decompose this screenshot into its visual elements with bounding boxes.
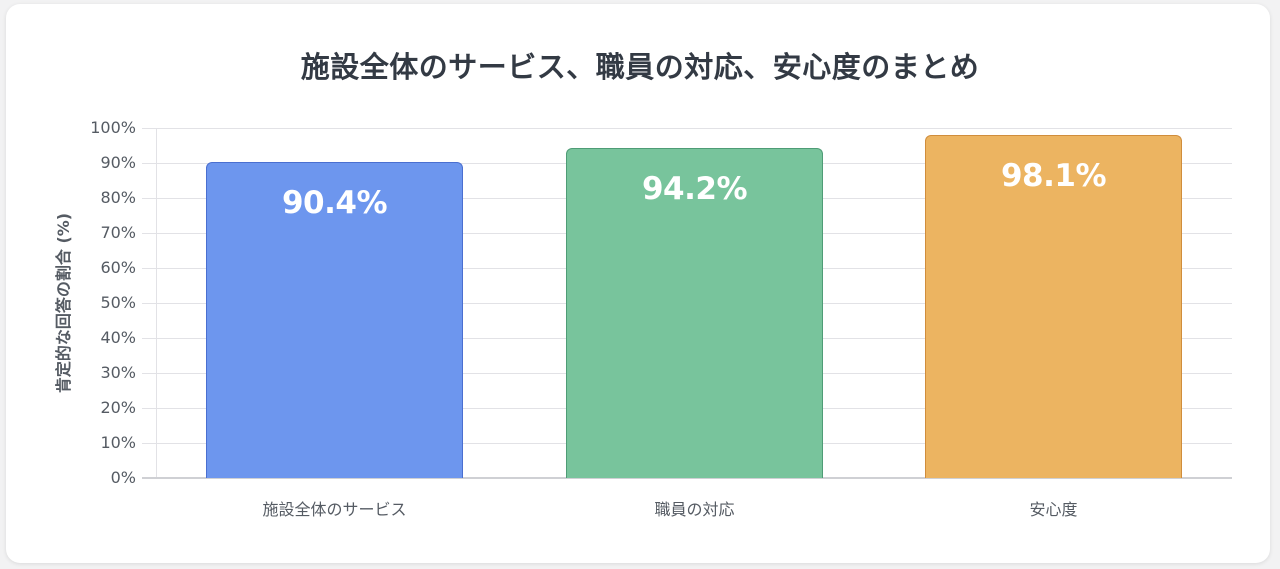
bar-value-label: 90.4%: [281, 184, 388, 221]
x-tick-label: 職員の対応: [654, 500, 735, 519]
bar-value-label: 98.1%: [1000, 157, 1107, 194]
bar[interactable]: 98.1%: [925, 134, 1182, 478]
gridline: [142, 128, 1232, 129]
x-tick-label: 安心度: [1029, 500, 1078, 519]
bar[interactable]: 94.2%: [566, 148, 823, 478]
y-tick-label: 90%: [100, 153, 136, 172]
y-tick-label: 60%: [100, 258, 136, 277]
y-tick-label: 100%: [90, 118, 136, 137]
y-tick-label: 70%: [100, 223, 136, 242]
x-tick-label: 施設全体のサービス: [262, 500, 407, 519]
y-tick-label: 40%: [100, 328, 136, 347]
y-tick-label: 10%: [100, 433, 136, 452]
y-tick-label: 30%: [100, 363, 136, 382]
chart-title: 施設全体のサービス、職員の対応、安心度のまとめ: [300, 50, 980, 84]
bar-value-label: 94.2%: [641, 171, 748, 208]
bar[interactable]: 90.4%: [206, 161, 463, 478]
y-tick-label: 0%: [110, 468, 136, 487]
y-tick-label: 20%: [100, 398, 136, 417]
y-tick-label: 50%: [100, 293, 136, 312]
y-tick-label: 80%: [100, 188, 136, 207]
gridline: [142, 477, 1232, 479]
